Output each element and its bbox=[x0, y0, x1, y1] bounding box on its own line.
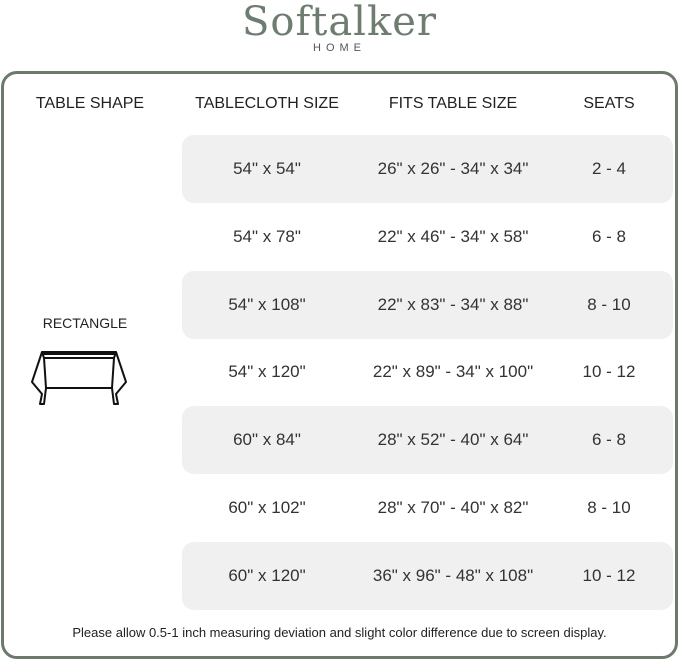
table-row: 60" x 84" 28" x 52" - 40" x 64" 6 - 8 bbox=[182, 406, 673, 475]
header-table-shape: TABLE SHAPE bbox=[35, 95, 145, 112]
disclaimer-note: Please allow 0.5-1 inch measuring deviat… bbox=[72, 625, 607, 640]
seats-cell: 6 - 8 bbox=[591, 430, 627, 450]
seats-cell: 8 - 10 bbox=[587, 294, 631, 314]
tablecloth-size-cell: 60" x 102" bbox=[228, 498, 306, 517]
fits-table-size-cell: 22" x 46" - 34" x 58" bbox=[377, 226, 529, 246]
brand-sub: HOME bbox=[313, 42, 366, 54]
brand-logo: Softalker HOME bbox=[0, 0, 679, 54]
table-row: 60" x 102" 28" x 70" - 40" x 82" 8 - 10 bbox=[182, 474, 673, 542]
seats-cell: 6 - 8 bbox=[591, 226, 627, 246]
fits-table-size-cell: 22" x 89" - 34" x 100" bbox=[372, 362, 534, 382]
header-fits-table-size: FITS TABLE SIZE bbox=[388, 95, 518, 112]
table-frame bbox=[1, 71, 678, 659]
seats-cell: 10 - 12 bbox=[582, 565, 636, 585]
brand-name: Softalker bbox=[241, 0, 438, 45]
table-row: 54" x 108" 22" x 83" - 34" x 88" 8 - 10 bbox=[182, 270, 673, 339]
fits-table-size-cell: 36" x 96" - 48" x 108" bbox=[372, 565, 534, 585]
fits-table-size-cell: 28" x 70" - 40" x 82" bbox=[377, 498, 529, 517]
tablecloth-size-cell: 60" x 84" bbox=[233, 430, 301, 450]
shape-label: RECTANGLE bbox=[42, 315, 128, 331]
seats-cell: 10 - 12 bbox=[582, 362, 636, 382]
tablecloth-size-cell: 54" x 120" bbox=[228, 362, 306, 382]
tablecloth-size-cell: 54" x 54" bbox=[233, 159, 301, 178]
tablecloth-size-cell: 54" x 78" bbox=[233, 226, 301, 246]
table-row: 54" x 54" 26" x 26" - 34" x 34" 2 - 4 bbox=[182, 135, 673, 203]
table-row: 60" x 120" 36" x 96" - 48" x 108" 10 - 12 bbox=[182, 541, 673, 610]
table-row: 54" x 78" 22" x 46" - 34" x 58" 6 - 8 bbox=[182, 203, 673, 271]
fits-table-size-cell: 22" x 83" - 34" x 88" bbox=[377, 294, 529, 314]
header-tablecloth-size: TABLECLOTH SIZE bbox=[195, 95, 339, 112]
header-seats: SEATS bbox=[583, 95, 635, 112]
seats-cell: 8 - 10 bbox=[587, 498, 631, 517]
table-row: 54" x 120" 22" x 89" - 34" x 100" 10 - 12 bbox=[182, 338, 673, 406]
fits-table-size-cell: 26" x 26" - 34" x 34" bbox=[377, 159, 529, 178]
tablecloth-size-cell: 54" x 108" bbox=[228, 294, 306, 314]
fits-table-size-cell: 28" x 52" - 40" x 64" bbox=[377, 430, 529, 450]
tablecloth-size-cell: 60" x 120" bbox=[228, 565, 306, 585]
seats-cell: 2 - 4 bbox=[591, 159, 627, 178]
rectangle-table-icon bbox=[31, 351, 127, 405]
